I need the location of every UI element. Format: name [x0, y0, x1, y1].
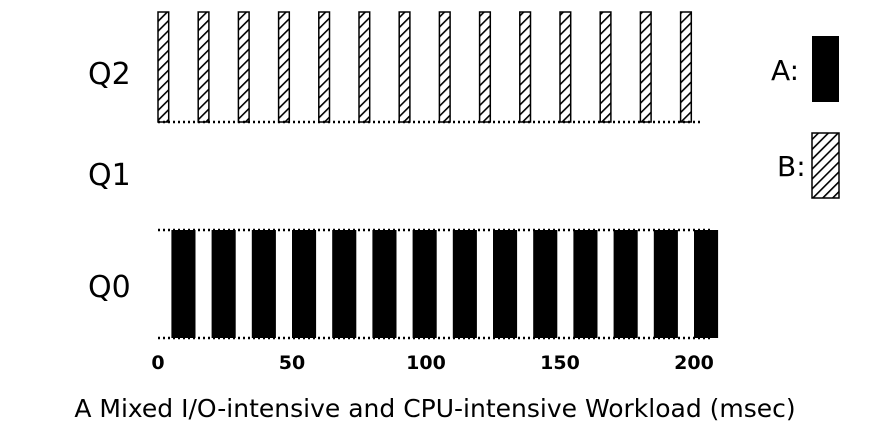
job-b-slices [157, 11, 693, 123]
job-b-slice-7 [438, 11, 451, 123]
tick-label-0: 0 [151, 352, 164, 374]
job-a-slice-11 [613, 230, 638, 338]
job-b-slice-4 [318, 11, 331, 123]
job-b-slice-8 [478, 11, 492, 123]
job-a-slice-0 [171, 230, 196, 338]
legend-swatch-b [811, 132, 840, 199]
job-a-slice-1 [211, 230, 236, 338]
job-b-slice-2 [237, 11, 250, 123]
job-a-slice-2 [251, 230, 276, 338]
queue-label-q0: Q0 [88, 270, 131, 305]
job-b-slice-13 [679, 11, 693, 123]
job-a-slices [171, 230, 719, 338]
job-b-slice-9 [519, 11, 532, 123]
legend-label-a: A: [771, 54, 799, 87]
legend-swatch-a [812, 36, 839, 102]
tick-label-50: 50 [279, 352, 305, 374]
job-a-slice-6 [412, 230, 437, 338]
job-b-slice-5 [358, 11, 371, 123]
tick-label-100: 100 [406, 352, 446, 374]
job-a-slice-4 [332, 230, 357, 338]
x-axis-ticks: 0 50 100 150 200 [151, 352, 713, 374]
job-a-slice-3 [292, 230, 317, 338]
job-a-slice-13 [694, 230, 719, 338]
job-b-slice-3 [277, 11, 291, 123]
job-a-slice-12 [653, 230, 678, 338]
job-b-slice-1 [197, 11, 210, 123]
figure-caption: A Mixed I/O-intensive and CPU-intensive … [74, 394, 795, 423]
job-b-slice-6 [398, 11, 411, 123]
tick-label-200: 200 [674, 352, 714, 374]
job-a-slice-9 [533, 230, 558, 338]
job-a-slice-5 [372, 230, 397, 338]
job-b-slice-11 [599, 11, 612, 123]
job-a-slice-8 [493, 230, 518, 338]
job-b-slice-0 [157, 11, 170, 123]
job-b-slice-12 [639, 11, 652, 123]
job-b-slice-10 [559, 11, 572, 123]
job-a-slice-10 [573, 230, 598, 338]
queue-label-q1: Q1 [88, 158, 131, 193]
job-a-slice-7 [452, 230, 477, 338]
queue-label-q2: Q2 [88, 57, 131, 92]
tick-label-150: 150 [540, 352, 580, 374]
legend-label-b: B: [777, 150, 806, 183]
